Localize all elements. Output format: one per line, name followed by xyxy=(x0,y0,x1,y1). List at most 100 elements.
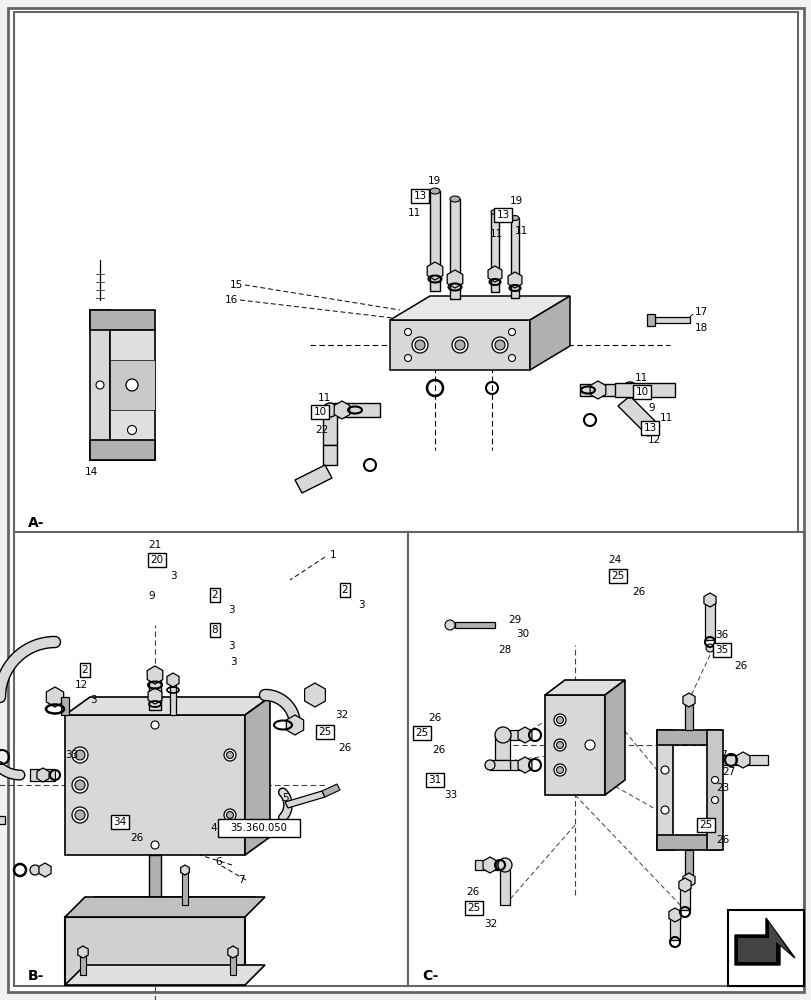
Text: 11: 11 xyxy=(634,373,647,383)
Text: 28: 28 xyxy=(497,645,511,655)
Ellipse shape xyxy=(449,196,460,202)
Bar xyxy=(407,532,803,986)
Polygon shape xyxy=(734,918,794,965)
Circle shape xyxy=(710,796,718,803)
Text: 2: 2 xyxy=(212,590,218,600)
Polygon shape xyxy=(322,784,340,797)
Circle shape xyxy=(584,740,594,750)
Polygon shape xyxy=(65,965,264,985)
Polygon shape xyxy=(75,897,255,915)
Text: 26: 26 xyxy=(427,713,440,723)
Text: 24: 24 xyxy=(607,555,620,565)
Text: B-: B- xyxy=(28,969,45,983)
Polygon shape xyxy=(491,212,499,292)
Bar xyxy=(65,917,245,985)
Polygon shape xyxy=(334,401,350,419)
Polygon shape xyxy=(167,673,179,687)
Polygon shape xyxy=(80,952,86,975)
Polygon shape xyxy=(509,760,525,770)
Polygon shape xyxy=(668,908,680,922)
Text: 12: 12 xyxy=(75,680,88,690)
Polygon shape xyxy=(617,396,659,436)
Text: 26: 26 xyxy=(130,833,143,843)
Circle shape xyxy=(151,721,159,729)
Text: 1: 1 xyxy=(329,550,337,560)
Polygon shape xyxy=(148,675,161,710)
Polygon shape xyxy=(61,697,69,715)
Text: 26: 26 xyxy=(466,887,478,897)
Text: 31: 31 xyxy=(428,775,441,785)
Circle shape xyxy=(72,777,88,793)
Polygon shape xyxy=(682,693,694,707)
Circle shape xyxy=(414,340,424,350)
Text: 25: 25 xyxy=(467,903,480,913)
Polygon shape xyxy=(46,687,63,707)
Text: 3: 3 xyxy=(90,695,97,705)
Text: 23: 23 xyxy=(715,783,728,793)
Polygon shape xyxy=(703,593,715,607)
Text: 7: 7 xyxy=(238,875,244,885)
Ellipse shape xyxy=(430,188,440,194)
Bar xyxy=(14,532,407,986)
Text: 27: 27 xyxy=(721,767,734,777)
Polygon shape xyxy=(36,768,49,782)
Polygon shape xyxy=(722,755,767,765)
Text: 4: 4 xyxy=(210,823,217,833)
Circle shape xyxy=(454,340,465,350)
Text: 3: 3 xyxy=(169,571,177,581)
Circle shape xyxy=(72,747,88,763)
Text: 19: 19 xyxy=(509,196,522,206)
Circle shape xyxy=(660,806,668,814)
Polygon shape xyxy=(304,683,325,707)
Text: 11: 11 xyxy=(489,229,503,239)
Polygon shape xyxy=(684,700,692,730)
Polygon shape xyxy=(30,769,55,781)
Polygon shape xyxy=(579,384,629,396)
Polygon shape xyxy=(669,915,679,940)
Text: 9: 9 xyxy=(148,591,154,601)
Text: 7: 7 xyxy=(719,750,726,760)
Polygon shape xyxy=(508,272,521,288)
Text: 29: 29 xyxy=(508,615,521,625)
Circle shape xyxy=(226,752,234,758)
Circle shape xyxy=(495,340,504,350)
Text: 11: 11 xyxy=(407,208,421,218)
Polygon shape xyxy=(389,320,530,370)
Circle shape xyxy=(484,760,495,770)
Circle shape xyxy=(556,741,563,748)
Polygon shape xyxy=(180,865,189,875)
Circle shape xyxy=(224,749,236,761)
Polygon shape xyxy=(447,270,462,288)
Circle shape xyxy=(491,337,508,353)
Polygon shape xyxy=(544,680,624,695)
Polygon shape xyxy=(656,730,719,745)
Polygon shape xyxy=(489,760,509,770)
Polygon shape xyxy=(147,666,162,684)
Polygon shape xyxy=(678,878,690,892)
Polygon shape xyxy=(329,403,380,417)
Text: 33: 33 xyxy=(444,790,457,800)
Circle shape xyxy=(224,809,236,821)
Bar xyxy=(148,855,161,915)
Text: 15: 15 xyxy=(230,280,243,290)
Circle shape xyxy=(556,766,563,774)
Bar xyxy=(217,819,299,837)
Text: C-: C- xyxy=(422,969,438,983)
Ellipse shape xyxy=(621,382,637,398)
Circle shape xyxy=(508,328,515,336)
Polygon shape xyxy=(148,688,161,704)
Circle shape xyxy=(75,810,85,820)
Text: 25: 25 xyxy=(611,571,624,581)
Text: 10: 10 xyxy=(313,407,326,417)
Circle shape xyxy=(75,750,85,760)
Polygon shape xyxy=(500,870,509,905)
Circle shape xyxy=(553,739,565,751)
Text: 6: 6 xyxy=(215,857,221,867)
Text: 8: 8 xyxy=(212,625,218,635)
Polygon shape xyxy=(684,850,692,880)
Circle shape xyxy=(660,766,668,774)
Text: 2: 2 xyxy=(341,585,348,595)
Polygon shape xyxy=(169,680,176,715)
Text: 3: 3 xyxy=(230,657,236,667)
Circle shape xyxy=(404,355,411,361)
